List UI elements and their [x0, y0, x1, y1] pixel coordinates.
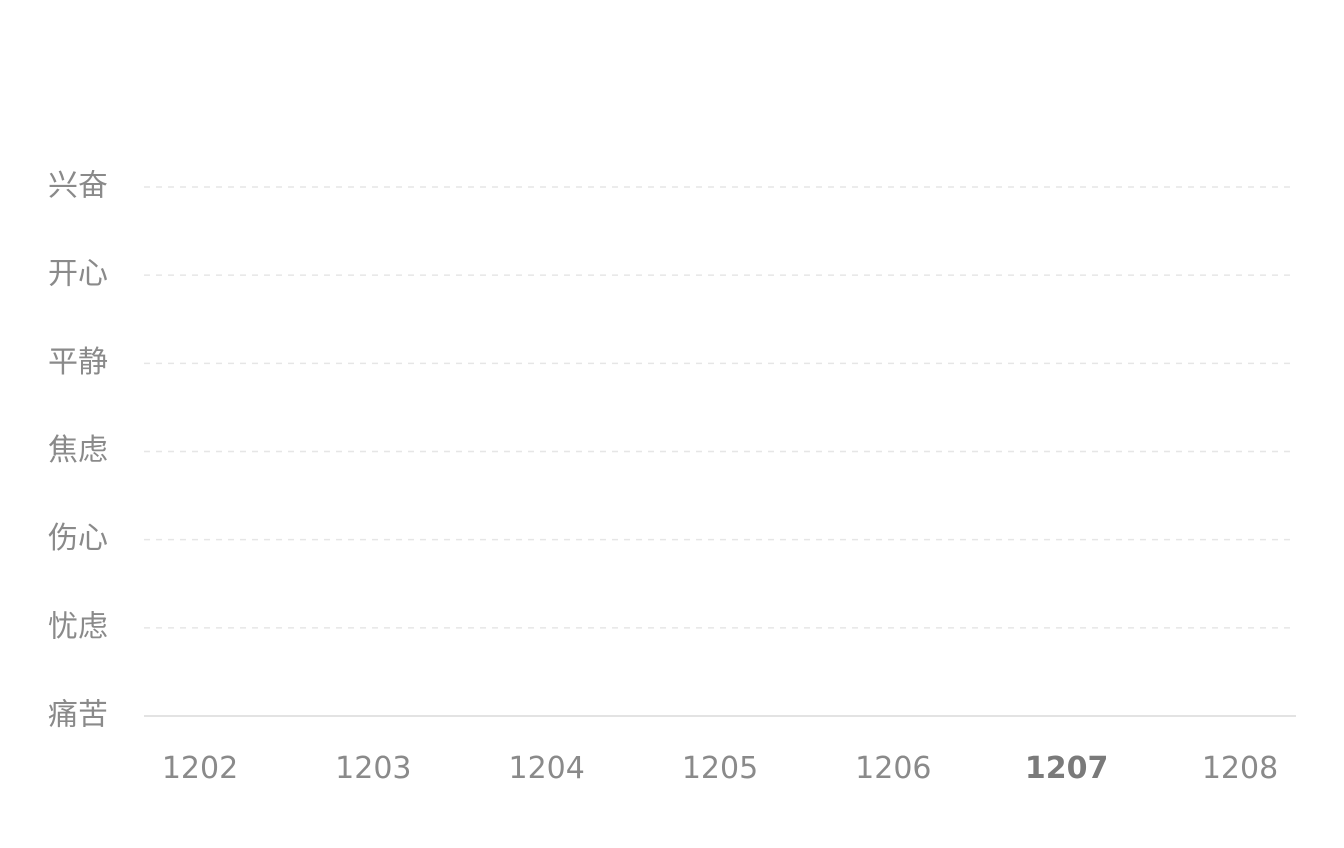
x-tick-label[interactable]: 1206 [855, 751, 931, 786]
y-tick-label: 痛苦 [48, 698, 108, 733]
y-tick-label: 伤心 [48, 521, 108, 556]
grid-lines [144, 186, 1296, 629]
y-tick-label: 忧虑 [48, 609, 108, 644]
y-axis-labels: 痛苦 忧虑 伤心 焦虑 平静 开心 兴奋 [48, 169, 108, 733]
x-tick-label[interactable]: 1208 [1202, 751, 1278, 786]
x-axis-labels: 1202 1203 1204 1205 1206 1207 1208 [162, 751, 1278, 786]
y-tick-label: 兴奋 [48, 169, 108, 204]
y-tick-label: 开心 [48, 257, 108, 292]
x-tick-label[interactable]: 1203 [335, 751, 411, 786]
x-tick-label[interactable]: 1204 [508, 751, 584, 786]
y-tick-label: 平静 [48, 345, 108, 380]
y-tick-label: 焦虑 [48, 433, 108, 468]
x-tick-label[interactable]: 1202 [162, 751, 238, 786]
x-tick-label[interactable]: 1207 [1025, 751, 1109, 786]
x-tick-label[interactable]: 1205 [682, 751, 758, 786]
